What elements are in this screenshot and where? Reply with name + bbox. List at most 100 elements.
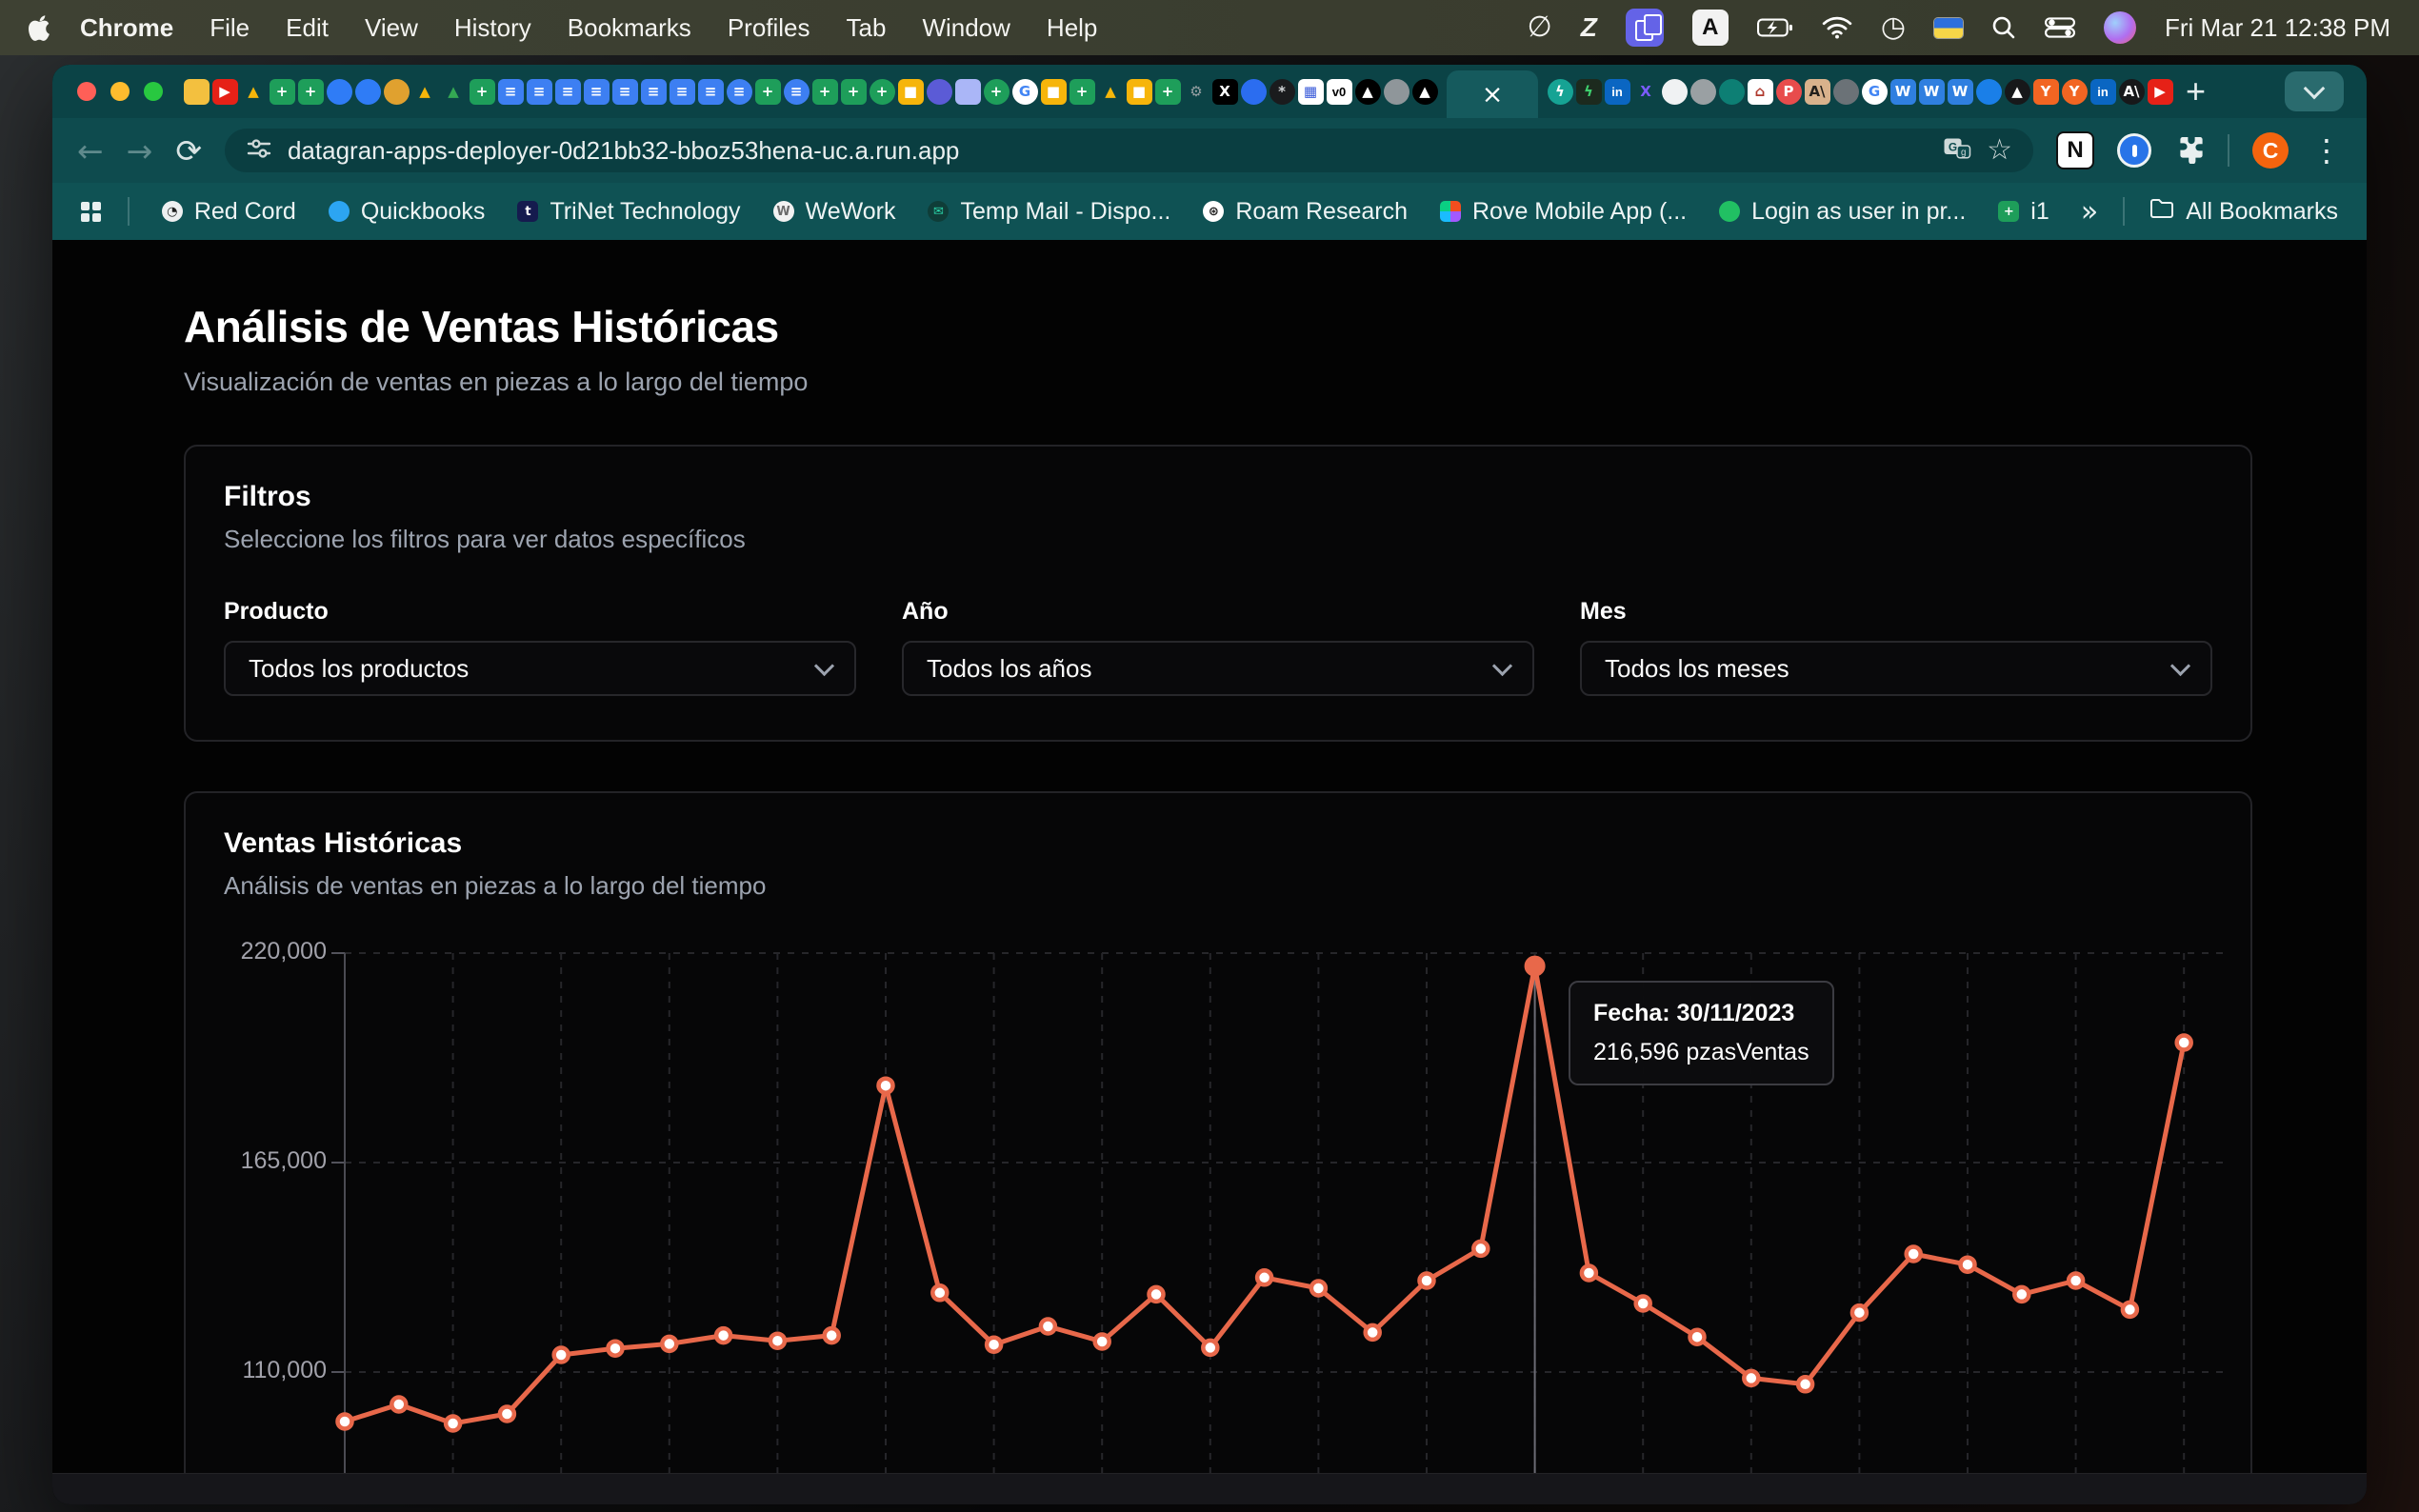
menu-item-tab[interactable]: Tab (847, 13, 887, 43)
pinned-tab-favicon-left-27[interactable] (955, 79, 981, 105)
pinned-tab-favicon-right-3[interactable]: X (1633, 79, 1659, 105)
pinned-tab-favicon-left-34[interactable]: + (1155, 79, 1181, 105)
data-point[interactable] (770, 1334, 785, 1348)
menu-item-edit[interactable]: Edit (286, 13, 329, 43)
data-point[interactable] (1311, 1282, 1326, 1296)
pinned-tab-favicon-right-9[interactable]: A\ (1805, 79, 1830, 105)
data-point[interactable] (1690, 1330, 1705, 1344)
bookmark-item-red-cord[interactable]: ◔Red Cord (162, 198, 296, 226)
pinned-tab-favicon-right-18[interactable]: Y (2062, 79, 2088, 105)
data-point[interactable] (1798, 1377, 1812, 1391)
pinned-tab-favicon-left-19[interactable]: ≡ (727, 79, 752, 105)
pinned-tab-favicon-left-26[interactable] (927, 79, 952, 105)
pinned-tab-favicon-right-14[interactable]: W (1948, 79, 1973, 105)
ano-select[interactable]: Todos los años (902, 641, 1534, 696)
address-bar[interactable]: datagran-apps-deployer-0d21bb32-bboz53he… (225, 129, 2033, 172)
zoom-window-button[interactable] (144, 82, 163, 101)
data-point[interactable] (554, 1348, 569, 1363)
pinned-tab-favicon-left-39[interactable]: ▦ (1298, 79, 1324, 105)
data-point[interactable] (1582, 1266, 1596, 1281)
data-point[interactable] (1961, 1258, 1975, 1272)
pinned-tab-favicon-left-21[interactable]: ≡ (784, 79, 810, 105)
data-point[interactable] (338, 1415, 352, 1429)
data-point[interactable] (879, 1079, 893, 1093)
1password-icon[interactable]: ∅ (1528, 13, 1552, 42)
forward-button[interactable]: → (127, 132, 153, 169)
apps-grid-icon[interactable] (81, 202, 101, 222)
pinned-tab-favicon-left-37[interactable] (1241, 79, 1267, 105)
pinned-tab-favicon-right-5[interactable] (1690, 79, 1716, 105)
close-window-button[interactable] (77, 82, 96, 101)
pinned-tab-favicon-left-5[interactable] (327, 79, 352, 105)
bookmark-item-rove-mobile-app[interactable]: Rove Mobile App (... (1440, 198, 1687, 226)
tab-search-button[interactable] (2285, 71, 2344, 111)
pinned-tab-favicon-left-25[interactable]: ■ (898, 79, 924, 105)
battery-icon[interactable] (1757, 17, 1793, 38)
pinned-tab-favicon-left-20[interactable]: + (755, 79, 781, 105)
data-point[interactable] (2069, 1274, 2083, 1288)
data-point[interactable] (446, 1417, 460, 1431)
pinned-tab-favicon-right-11[interactable]: G (1862, 79, 1888, 105)
data-point[interactable] (932, 1285, 947, 1300)
all-bookmarks-button[interactable]: All Bookmarks (2149, 198, 2338, 226)
control-center-icon[interactable] (2045, 17, 2075, 38)
grammarly-icon[interactable]: A (1692, 10, 1729, 46)
pinned-tab-favicon-left-9[interactable]: ▲ (441, 79, 467, 105)
spotlight-search-icon[interactable] (1991, 15, 2016, 40)
pinned-tab-favicon-right-12[interactable]: W (1890, 79, 1916, 105)
data-point[interactable] (1473, 1242, 1488, 1256)
pinned-tab-favicon-right-19[interactable]: in (2090, 79, 2116, 105)
pinned-tab-favicon-left-43[interactable]: ▲ (1412, 79, 1438, 105)
data-point[interactable] (2014, 1287, 2029, 1302)
pinned-tab-favicon-left-41[interactable]: ▲ (1355, 79, 1381, 105)
data-point[interactable] (1041, 1320, 1055, 1334)
data-point[interactable] (1744, 1371, 1758, 1385)
sales-line-chart[interactable] (186, 931, 2252, 1473)
active-tab[interactable]: × (1447, 70, 1538, 118)
pinned-tab-favicon-right-4[interactable] (1662, 79, 1688, 105)
pinned-tab-favicon-right-20[interactable]: A\ (2119, 79, 2145, 105)
input-source-flag-icon[interactable] (1934, 18, 1963, 38)
translate-icon[interactable]: Gg (1943, 134, 1971, 168)
pinned-tab-favicon-left-0[interactable] (184, 79, 210, 105)
pinned-tab-favicon-left-4[interactable]: + (298, 79, 324, 105)
menu-item-view[interactable]: View (365, 13, 418, 43)
menu-item-chrome[interactable]: Chrome (80, 13, 173, 43)
pinned-tab-favicon-left-31[interactable]: + (1070, 79, 1095, 105)
pinned-tab-favicon-right-8[interactable]: P (1776, 79, 1802, 105)
data-point[interactable] (1203, 1341, 1217, 1355)
apple-menu-icon[interactable] (29, 14, 51, 41)
minimize-window-button[interactable] (110, 82, 130, 101)
notion-extension-icon[interactable]: N (2056, 131, 2094, 169)
new-tab-button[interactable]: + (2186, 71, 2206, 111)
pinned-tab-favicon-left-36[interactable]: X (1212, 79, 1238, 105)
menu-item-bookmarks[interactable]: Bookmarks (568, 13, 691, 43)
data-point-active[interactable] (1526, 957, 1544, 975)
data-point[interactable] (1366, 1325, 1380, 1340)
pinned-tab-favicon-left-32[interactable]: ▲ (1098, 79, 1124, 105)
url-text[interactable]: datagran-apps-deployer-0d21bb32-bboz53he… (288, 136, 1928, 166)
mes-select[interactable]: Todos los meses (1580, 641, 2212, 696)
pinned-tab-favicon-right-6[interactable] (1719, 79, 1745, 105)
pinned-tab-favicon-left-10[interactable]: + (470, 79, 495, 105)
bookmark-item-trinet-technology[interactable]: tTriNet Technology (517, 198, 740, 226)
pinned-tab-favicon-left-42[interactable] (1384, 79, 1409, 105)
pinned-tab-favicon-left-1[interactable]: ▶ (212, 79, 238, 105)
data-point[interactable] (609, 1342, 623, 1356)
pinned-tab-favicon-right-7[interactable]: ⌂ (1748, 79, 1773, 105)
wifi-icon[interactable] (1822, 16, 1852, 39)
data-point[interactable] (1636, 1297, 1650, 1311)
pinned-tab-favicon-left-13[interactable]: ≡ (555, 79, 581, 105)
pinned-tab-favicon-left-23[interactable]: + (841, 79, 867, 105)
pinned-tab-favicon-left-3[interactable]: + (270, 79, 295, 105)
pinned-tab-favicon-right-2[interactable]: in (1605, 79, 1630, 105)
data-point[interactable] (391, 1398, 406, 1412)
pinned-tab-favicon-left-16[interactable]: ≡ (641, 79, 667, 105)
time-machine-icon[interactable]: ◷ (1881, 13, 1906, 42)
pinned-tab-favicon-left-7[interactable] (384, 79, 410, 105)
pinned-tab-favicon-left-33[interactable]: ■ (1127, 79, 1152, 105)
menu-item-profiles[interactable]: Profiles (728, 13, 810, 43)
pinned-tab-favicon-right-17[interactable]: Y (2033, 79, 2059, 105)
bookmark-item-login-as-user-in-pr[interactable]: Login as user in pr... (1719, 198, 1966, 226)
pinned-tab-favicon-left-2[interactable]: ▲ (241, 79, 267, 105)
